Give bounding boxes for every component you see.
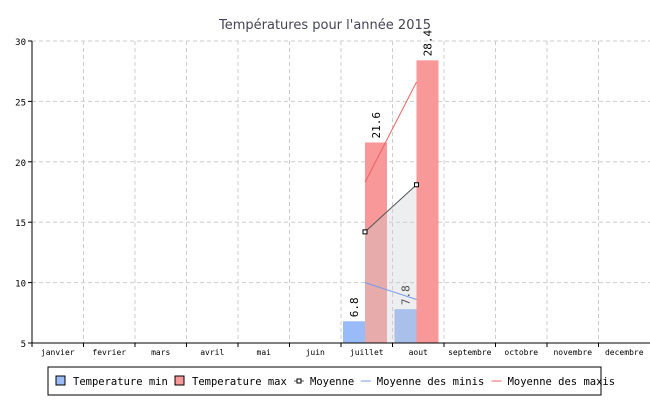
bar-min bbox=[394, 309, 417, 343]
x-tick-label: aout bbox=[409, 348, 428, 357]
bar-min bbox=[343, 321, 365, 343]
x-tick-label: janvier bbox=[41, 348, 75, 357]
legend-label: Temperature min bbox=[73, 376, 168, 388]
legend-label: Moyenne des minis bbox=[377, 376, 484, 388]
data-label: 21.6 bbox=[370, 112, 383, 139]
data-label: 28.4 bbox=[422, 29, 435, 56]
legend-label: Moyenne des maxis bbox=[508, 376, 615, 388]
mean-point bbox=[362, 229, 368, 235]
mean-point bbox=[414, 182, 419, 188]
legend-label: Temperature max bbox=[192, 376, 287, 388]
y-tick-label: 10 bbox=[15, 280, 26, 290]
x-tick-label: mai bbox=[257, 348, 272, 357]
line-moyenne-maxis bbox=[364, 81, 417, 183]
x-tick-label: novembre bbox=[553, 348, 592, 357]
data-label: 6.8 bbox=[348, 297, 361, 317]
legend-swatch bbox=[174, 375, 185, 386]
line-moyenne bbox=[364, 184, 417, 233]
legend-swatch bbox=[55, 375, 66, 386]
y-tick-label: 25 bbox=[15, 98, 26, 108]
x-tick-label: mars bbox=[151, 348, 170, 357]
x-tick-label: fevrier bbox=[92, 348, 126, 357]
line-moyenne-minis bbox=[364, 282, 417, 300]
y-tick-label: 30 bbox=[15, 38, 26, 48]
bar-max bbox=[416, 60, 439, 343]
x-tick-label: avril bbox=[200, 348, 224, 357]
bar-max bbox=[365, 142, 387, 343]
legend-box bbox=[47, 366, 602, 396]
x-tick-label: septembre bbox=[448, 348, 492, 357]
y-tick-label: 20 bbox=[15, 159, 26, 169]
legend: Temperature min Temperature max Moyenne Moy… bbox=[47, 366, 615, 396]
legend-label: Moyenne bbox=[310, 376, 354, 388]
x-tick-label: octobre bbox=[504, 348, 538, 357]
data-label: 7.8 bbox=[400, 285, 413, 305]
y-tick-label: 5 bbox=[21, 340, 26, 350]
x-tick-label: juin bbox=[306, 348, 325, 357]
x-tick-label: decembre bbox=[605, 348, 644, 357]
chart-title: Températures pour l'année 2015 bbox=[218, 18, 431, 33]
y-tick-label: 15 bbox=[15, 219, 26, 229]
legend-marker bbox=[296, 378, 302, 384]
x-tick-label: juillet bbox=[350, 348, 384, 357]
mean-area bbox=[365, 184, 417, 343]
